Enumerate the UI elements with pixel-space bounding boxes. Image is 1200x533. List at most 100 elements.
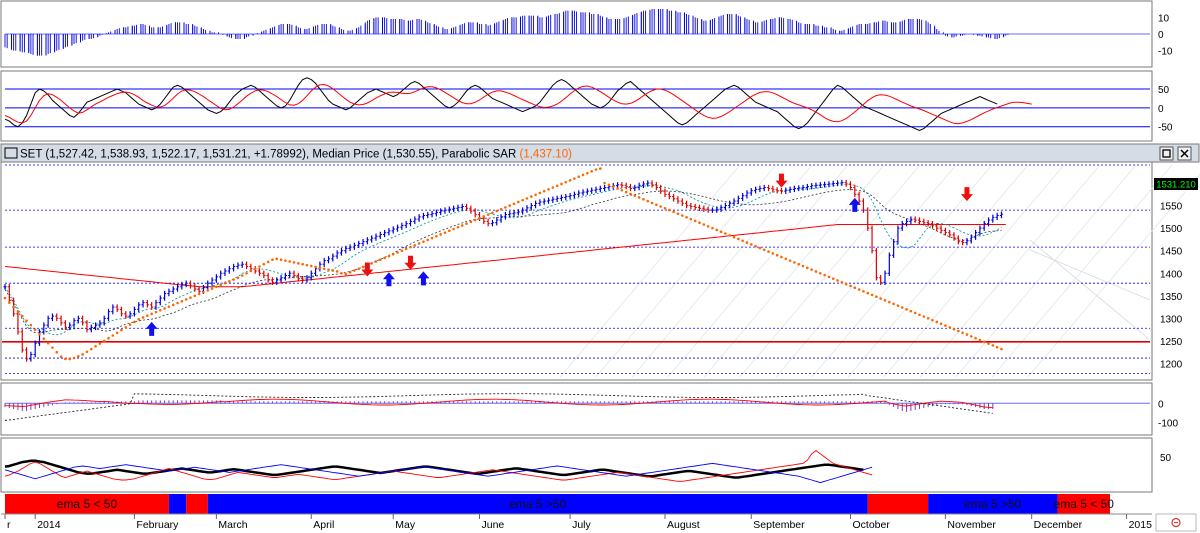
sar-dot [292, 261, 296, 264]
sar-dot [404, 247, 408, 251]
x-axis-label: March [218, 519, 247, 531]
stochastic-layer [4, 77, 1150, 132]
sar-dot [327, 268, 330, 271]
settings-icon[interactable] [1155, 513, 1197, 532]
sar-dot [171, 303, 175, 307]
sar-dot [38, 332, 41, 336]
sar-dot [853, 286, 857, 289]
sar-dot [12, 305, 15, 309]
sar-dot [598, 167, 602, 170]
sar-dot [629, 192, 632, 196]
sar-dot [931, 318, 934, 322]
fan-line [1029, 249, 1151, 301]
sar-dot [797, 262, 801, 266]
signal-segment [5, 494, 169, 514]
price-tick-label: 1200 [1160, 359, 1183, 370]
sar-dot [650, 201, 654, 205]
sar-dot [758, 246, 762, 250]
sar-dot [775, 253, 779, 257]
sar-dot [124, 326, 128, 329]
sar-dot [335, 270, 339, 273]
sar-dot [732, 235, 736, 239]
sar-dot [271, 258, 274, 262]
sar-dot [297, 262, 300, 265]
sar-dot [25, 319, 28, 322]
sar-dot [551, 186, 555, 189]
sar-dot [482, 215, 486, 218]
sar-dot [969, 335, 973, 338]
sar-dot [529, 195, 533, 198]
sar-dot [206, 289, 210, 292]
sar-dot [780, 255, 783, 259]
sar-dot [158, 308, 162, 312]
price-tick-label: 1550 [1160, 202, 1183, 213]
sar-dot [663, 207, 667, 210]
sar-dot [823, 273, 826, 277]
sar-dot [754, 244, 757, 248]
sar-dot [607, 183, 611, 187]
sar-dot [469, 220, 473, 224]
sell-arrow-icon [960, 187, 973, 202]
sar-dot [987, 342, 990, 345]
sar-dot [564, 180, 568, 184]
sar-dot [801, 264, 805, 268]
x-axis-label: 2015 [1129, 519, 1153, 531]
sar-dot [560, 182, 563, 186]
sar-dot [422, 240, 425, 243]
price-tick-label: 1450 [1160, 247, 1183, 258]
signal-segment [1057, 494, 1110, 514]
close-window-icon[interactable] [1177, 146, 1192, 161]
restore-window-icon[interactable] [1159, 146, 1174, 161]
sar-dot [788, 259, 792, 262]
sar-dot [68, 357, 72, 361]
adx-blue-line [4, 462, 873, 484]
sar-dot [20, 314, 24, 318]
histogram-tick-label: 0 [1158, 30, 1164, 41]
sar-dot [883, 299, 887, 302]
signal-segment [168, 494, 187, 514]
sar-dot [240, 274, 244, 277]
sar-dot [85, 350, 89, 354]
signal-segment-label: ema 5 < 50 [57, 497, 118, 511]
sar-dot [840, 280, 844, 284]
sar-dot [197, 292, 201, 296]
sar-dot [642, 197, 645, 201]
sar-dot [581, 173, 585, 177]
signal-segment-label: ema 5 < 50 [1054, 497, 1115, 511]
sar-dot [568, 179, 572, 182]
sar-dot [223, 281, 227, 285]
sar-dot [676, 212, 680, 216]
price-tick-label: 1300 [1160, 314, 1183, 325]
buy-arrow-icon [382, 272, 395, 287]
sar-dot [857, 288, 861, 291]
price-tick-label: 1250 [1160, 337, 1183, 348]
sar-dot [719, 230, 723, 234]
sar-dot [232, 278, 235, 281]
sar-dot [33, 328, 37, 331]
sar-dot [29, 323, 33, 327]
sar-dot [435, 234, 438, 238]
sar-dot [150, 312, 153, 316]
sar-dot [831, 277, 835, 280]
adx-layer [4, 450, 873, 484]
stochastic-tick-label: -50 [1158, 123, 1173, 134]
sar-dot [965, 333, 969, 336]
ema-mid-line [4, 189, 1002, 334]
signal-segment [928, 494, 1058, 514]
adx-panel [0, 437, 1153, 493]
sar-dot [1000, 347, 1003, 351]
sar-dot [918, 313, 921, 317]
sar-dot [426, 238, 430, 242]
sar-dot [995, 345, 999, 349]
sar-dot [646, 199, 650, 203]
sar-dot [590, 170, 593, 173]
sar-dot [253, 267, 257, 271]
sar-dot [98, 342, 102, 345]
fan-line [1029, 239, 1151, 341]
sar-dot [508, 204, 512, 207]
sar-dot [573, 177, 576, 180]
sar-dot [875, 295, 878, 299]
sar-dot [228, 280, 231, 283]
